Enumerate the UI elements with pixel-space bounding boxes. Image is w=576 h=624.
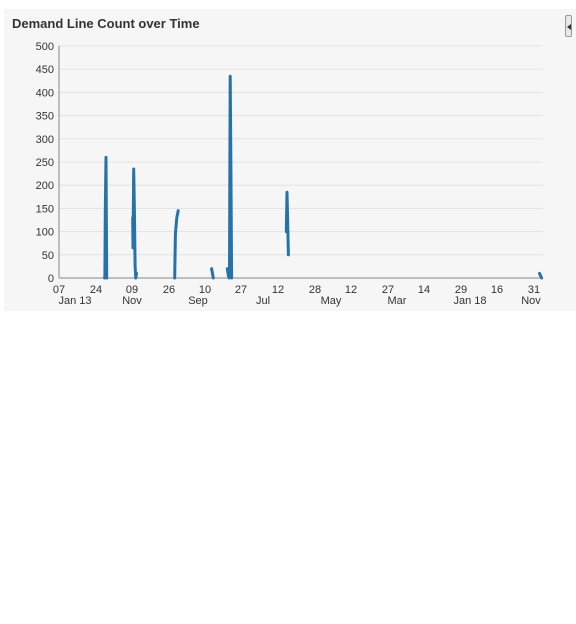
series-line-segment bbox=[284, 190, 290, 257]
x-tick-sublabel: Mar bbox=[388, 295, 407, 307]
series-line-segment bbox=[225, 74, 234, 280]
x-tick-label: 07 bbox=[53, 284, 65, 296]
y-tick-label: 500 bbox=[36, 41, 54, 53]
y-tick-label: 250 bbox=[36, 157, 54, 169]
y-tick-label: 350 bbox=[36, 111, 54, 123]
x-tick-label: 27 bbox=[382, 284, 394, 296]
collapse-panel-button[interactable] bbox=[565, 15, 572, 37]
x-tick-sublabel: Nov bbox=[521, 295, 541, 307]
chart-panel: Demand Line Count over Time bbox=[4, 9, 576, 311]
x-tick-label: 10 bbox=[199, 284, 211, 296]
y-tick-label: 100 bbox=[36, 227, 54, 239]
y-tick-label: 0 bbox=[48, 273, 54, 285]
y-tick-label: 300 bbox=[36, 134, 54, 146]
x-tick-label: 29 bbox=[455, 284, 467, 296]
x-tick-label: 31 bbox=[528, 284, 540, 296]
y-tick-label: 150 bbox=[36, 203, 54, 215]
chart-title: Demand Line Count over Time bbox=[12, 16, 200, 31]
series-line-segment bbox=[173, 209, 180, 280]
x-tick-sublabel: May bbox=[321, 295, 342, 307]
series-lines bbox=[103, 74, 544, 280]
x-tick-label: 14 bbox=[418, 284, 430, 296]
series-line-segment bbox=[131, 167, 138, 280]
chevron-left-icon bbox=[567, 24, 571, 30]
y-tick-label: 200 bbox=[36, 180, 54, 192]
series-line-segment bbox=[210, 267, 215, 280]
x-tick-sublabel: Nov bbox=[122, 295, 142, 307]
y-tick-label: 450 bbox=[36, 64, 54, 76]
series-line-segment bbox=[538, 271, 544, 280]
y-axis-tick-labels: 0 50 100 150 200 250 300 350 400 450 500 bbox=[36, 41, 54, 285]
grid-lines bbox=[59, 45, 543, 256]
x-tick-label: 28 bbox=[309, 284, 321, 296]
x-tick-label: 26 bbox=[163, 284, 175, 296]
x-tick-label: 27 bbox=[235, 284, 247, 296]
x-tick-label: 12 bbox=[272, 284, 284, 296]
axes bbox=[58, 46, 543, 279]
x-tick-label: 24 bbox=[90, 284, 102, 296]
x-tick-label: 09 bbox=[126, 284, 138, 296]
x-tick-sublabel: Jan 13 bbox=[58, 295, 91, 307]
x-tick-label: 16 bbox=[491, 284, 503, 296]
series-line-segment bbox=[103, 155, 109, 280]
y-tick-label: 50 bbox=[42, 250, 54, 262]
x-tick-sublabel: Jan 18 bbox=[453, 295, 486, 307]
x-tick-label: 12 bbox=[345, 284, 357, 296]
x-tick-sublabel: Jul bbox=[256, 295, 270, 307]
y-tick-label: 400 bbox=[36, 87, 54, 99]
x-tick-sublabel: Sep bbox=[188, 295, 208, 307]
